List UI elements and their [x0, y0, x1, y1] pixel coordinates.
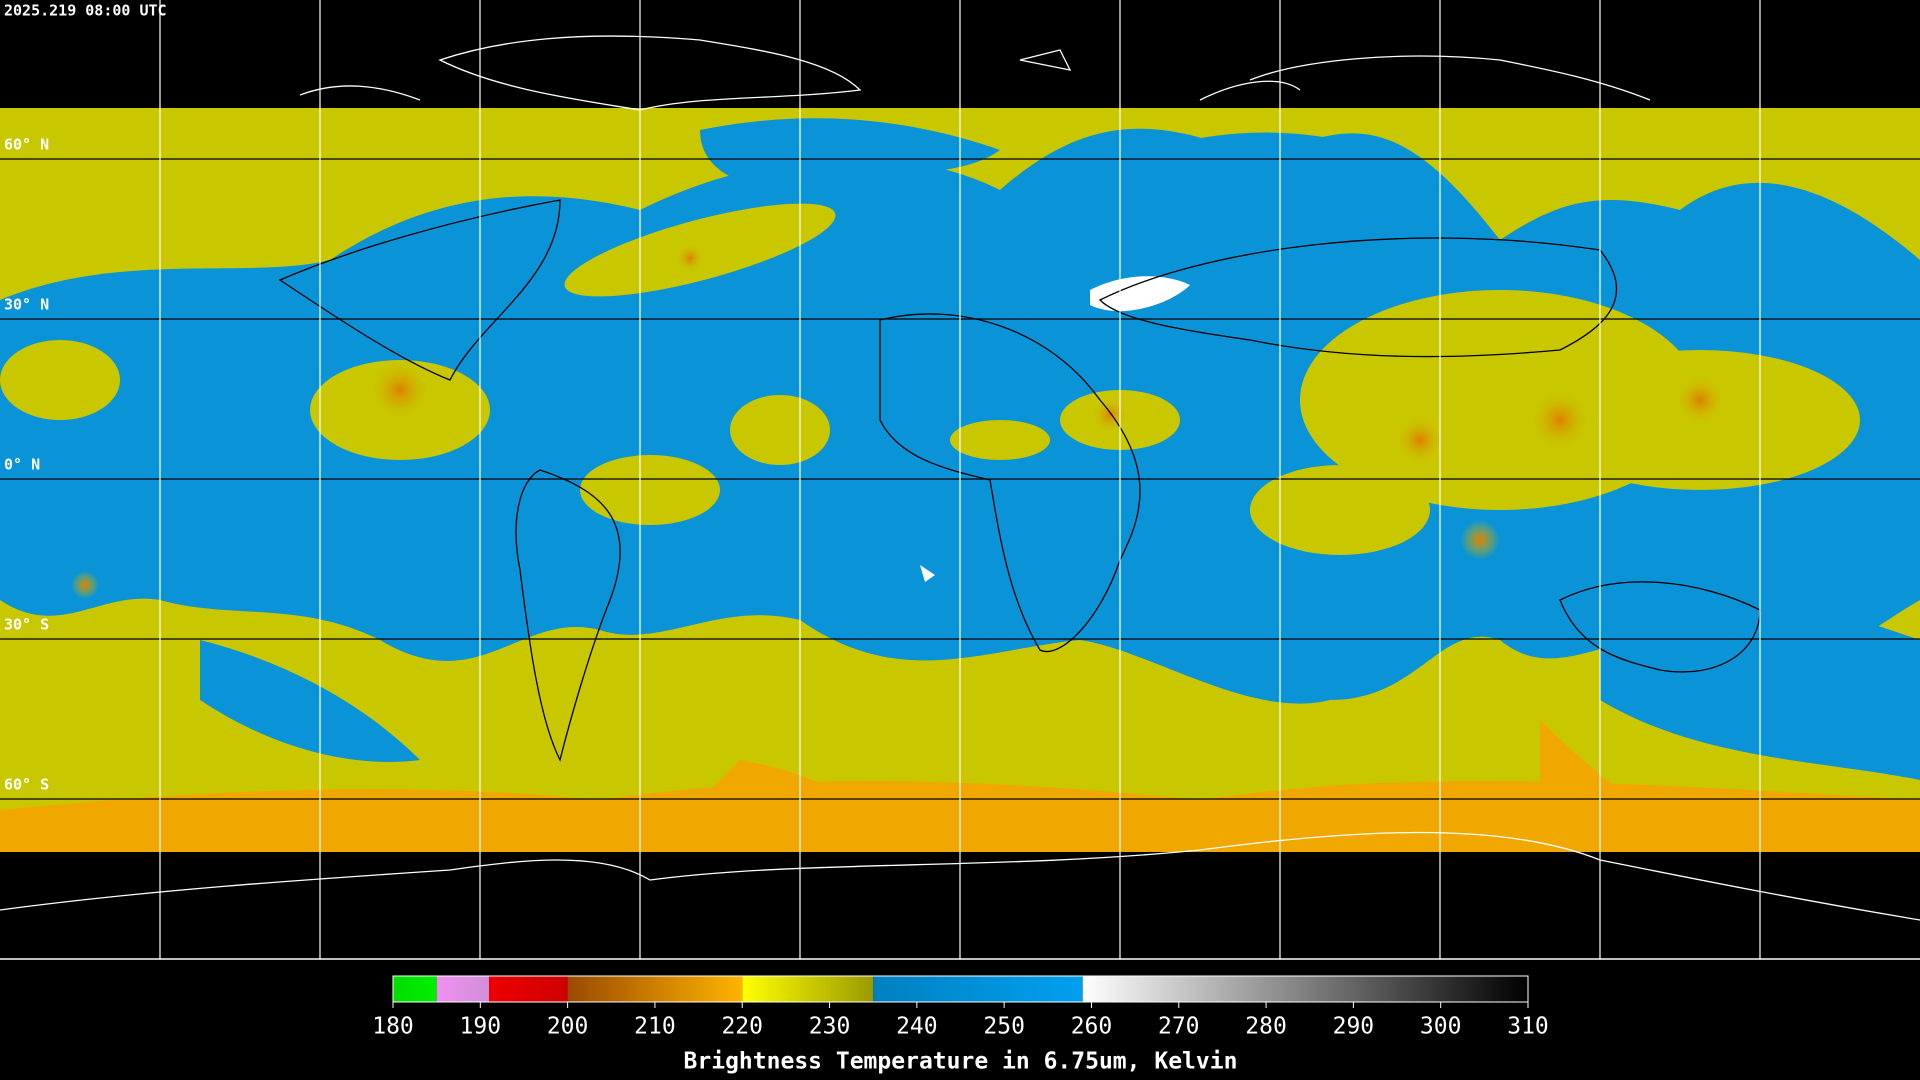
tick-label: 210 [634, 1014, 676, 1040]
colorbar-segment [489, 976, 568, 1002]
latitude-label: 60° N [4, 136, 49, 154]
colorbar-segment [436, 976, 490, 1002]
latitude-label: 30° N [4, 296, 49, 314]
colorbar-segment [567, 976, 743, 1002]
tick-label: 310 [1507, 1014, 1549, 1040]
colorbar-segment [873, 976, 1083, 1002]
tick-label: 270 [1158, 1014, 1200, 1040]
latitude-label: 0° N [4, 456, 40, 474]
tick-label: 180 [372, 1014, 414, 1040]
colorbar-title: Brightness Temperature in 6.75um, Kelvin [684, 1049, 1238, 1075]
tick-label: 230 [809, 1014, 851, 1040]
latitude-label: 60° S [4, 776, 49, 794]
tick-label: 290 [1333, 1014, 1375, 1040]
latitude-label: 30° S [4, 616, 49, 634]
tick-label: 220 [721, 1014, 763, 1040]
tick-label: 240 [896, 1014, 938, 1040]
timestamp: 2025.219 08:00 UTC [4, 2, 167, 20]
latitude-labels: 60° N 30° N 0° N 30° S 60° S [4, 136, 49, 794]
polar-coastlines [0, 35, 1920, 921]
colorbar: 180 190 200 210 220 230 240 250 260 270 280 290 300 3… [372, 975, 1549, 1075]
colorbar-frame [392, 975, 1529, 1003]
tick-label: 300 [1420, 1014, 1462, 1040]
longitude-grid [159, 0, 1761, 959]
tick-label: 250 [983, 1014, 1025, 1040]
tick-label: 280 [1245, 1014, 1287, 1040]
colorbar-segment [393, 976, 437, 1002]
colorbar-segment [1082, 976, 1528, 1002]
coastlines [278, 199, 1761, 762]
tick-label: 200 [547, 1014, 589, 1040]
tick-label: 260 [1071, 1014, 1113, 1040]
colorbar-segment [742, 976, 874, 1002]
tick-label: 190 [460, 1014, 502, 1040]
